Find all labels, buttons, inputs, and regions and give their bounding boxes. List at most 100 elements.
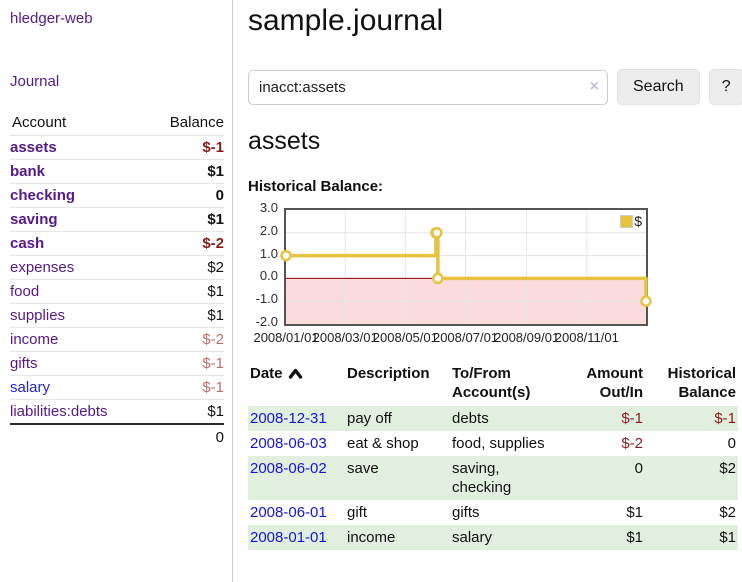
transaction-accounts: gifts	[452, 504, 480, 521]
register-table: Date Description To/From Account(s) Amou…	[248, 362, 738, 550]
account-link-assets[interactable]: assets	[10, 139, 57, 156]
account-link-liabilities-debts[interactable]: liabilities:debts	[10, 403, 108, 420]
transaction-description: eat & shop	[347, 435, 419, 452]
account-balance: $1	[145, 159, 224, 184]
chart-canvas	[280, 210, 652, 324]
help-button[interactable]: ?	[708, 69, 742, 105]
transaction-row: 2008-06-01 gift gifts $1 $2	[248, 500, 738, 525]
x-tick-label: 2008/09/01	[494, 330, 560, 345]
account-link-cash[interactable]: cash	[10, 235, 45, 252]
account-balance: $-1	[145, 375, 224, 400]
account-row: expenses $2	[10, 255, 224, 280]
transaction-description: gift	[347, 504, 368, 521]
account-link-income[interactable]: income	[10, 331, 59, 348]
transaction-description: pay off	[347, 410, 392, 427]
y-tick-label: -1.0	[255, 291, 278, 307]
x-tick-label: 2008/01/01	[253, 330, 319, 345]
sidebar: hledger-web Journal Account Balance asse…	[0, 0, 233, 582]
accounts-total-balance: 0	[145, 423, 224, 449]
account-row: supplies $1	[10, 303, 224, 328]
account-balance: $-1	[145, 351, 224, 376]
transaction-date-link[interactable]: 2008-06-01	[250, 504, 327, 521]
register-header-accounts: To/From Account(s)	[452, 365, 531, 401]
transaction-date-link[interactable]: 2008-06-03	[250, 435, 327, 452]
search-input[interactable]	[248, 69, 608, 105]
account-balance: $-1	[145, 135, 224, 160]
x-tick-label: 2008/03/01	[312, 330, 378, 345]
search-button[interactable]: Search	[617, 69, 700, 105]
y-tick-label: -2.0	[255, 314, 278, 329]
x-tick-label: 2008/05/01	[372, 330, 438, 345]
account-balance: $1	[145, 207, 224, 232]
sidebar-item-journal[interactable]: Journal	[10, 73, 60, 90]
transaction-accounts: debts	[452, 410, 489, 427]
transaction-balance: $1	[719, 529, 736, 546]
transaction-description: save	[347, 460, 379, 477]
account-balance: 0	[145, 183, 224, 208]
transaction-date-link[interactable]: 2008-06-02	[250, 460, 327, 477]
y-tick-label: 2.0	[259, 222, 278, 238]
transaction-amount: 0	[634, 460, 643, 477]
transaction-date-link[interactable]: 2008-12-31	[250, 410, 327, 427]
register-header-date[interactable]: Date	[248, 362, 345, 406]
x-tick-label: 2008/11/01	[554, 330, 619, 345]
legend-label: $	[634, 213, 642, 229]
transaction-amount: $-2	[621, 435, 643, 452]
register-header-amount: Amount Out/In	[586, 365, 643, 401]
account-link-gifts[interactable]: gifts	[10, 355, 38, 372]
brand-link[interactable]: hledger-web	[10, 10, 93, 27]
account-row: income $-2	[10, 327, 224, 352]
account-link-bank[interactable]: bank	[10, 163, 46, 180]
account-link-supplies[interactable]: supplies	[10, 307, 66, 324]
accounts-header-balance: Balance	[145, 111, 224, 136]
account-link-salary[interactable]: salary	[10, 379, 51, 396]
account-balance: $1	[145, 279, 224, 304]
account-row: assets $-1	[10, 135, 224, 160]
register-header-description: Description	[347, 365, 430, 382]
transaction-row: 2008-06-03 eat & shop food, supplies $-2…	[248, 431, 738, 456]
transaction-row: 2008-01-01 income salary $1 $1	[248, 525, 738, 550]
main-content: sample.journal × Search ? assets Histori…	[233, 0, 742, 582]
account-balance: $-2	[145, 231, 224, 256]
transaction-balance: $2	[719, 460, 736, 477]
account-balance: $-2	[145, 327, 224, 352]
transaction-balance: $-1	[714, 410, 736, 427]
transaction-balance: 0	[727, 435, 736, 452]
transaction-accounts: saving, checking	[452, 460, 512, 496]
transaction-description: income	[347, 529, 396, 546]
account-link-checking[interactable]: checking	[10, 187, 76, 204]
account-heading: assets	[248, 127, 321, 155]
y-tick-label: 0.0	[259, 268, 278, 284]
register-header-balance: Historical Balance	[667, 365, 736, 401]
transaction-amount: $-1	[621, 410, 643, 427]
sort-ascending-icon	[288, 368, 302, 379]
clear-search-icon[interactable]: ×	[589, 77, 599, 95]
account-row: salary $-1	[10, 375, 224, 400]
transaction-row: 2008-06-02 save saving, checking 0 $2	[248, 456, 738, 500]
chart-x-axis: 2008/01/01 2008/03/01 2008/05/01 2008/07/01…	[248, 330, 742, 346]
chart-legend: $	[619, 213, 643, 229]
transaction-date-link[interactable]: 2008-01-01	[250, 529, 327, 546]
account-link-food[interactable]: food	[10, 283, 40, 300]
accounts-table: Account Balance assets $-1 bank $1 checkin…	[10, 111, 224, 449]
y-tick-label: 3.0	[259, 200, 278, 215]
transaction-amount: $1	[626, 504, 643, 521]
chart-title: Historical Balance:	[248, 178, 384, 195]
account-balance: $2	[145, 255, 224, 280]
chart-plot-area: $	[280, 208, 652, 326]
account-row: gifts $-1	[10, 351, 224, 376]
x-tick-label: 2008/07/01	[432, 330, 499, 345]
account-row: liabilities:debts $1	[10, 399, 224, 425]
account-link-expenses[interactable]: expenses	[10, 259, 75, 276]
accounts-header-account: Account	[10, 111, 146, 136]
account-row: food $1	[10, 279, 224, 304]
transaction-accounts: food, supplies	[452, 435, 545, 452]
accounts-total-row: 0	[10, 423, 224, 449]
account-link-saving[interactable]: saving	[10, 211, 58, 228]
search-form: × Search ?	[248, 69, 742, 105]
transaction-balance: $2	[719, 504, 736, 521]
account-row: bank $1	[10, 159, 224, 184]
account-row: saving $1	[10, 207, 224, 232]
account-balance: $1	[145, 399, 224, 425]
